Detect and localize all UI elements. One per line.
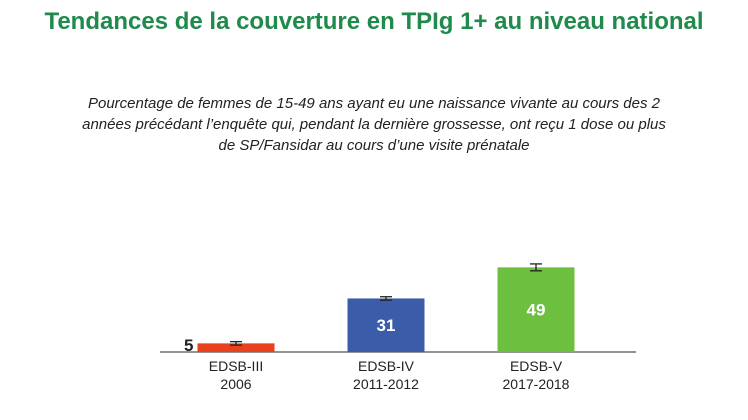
category-label-1: EDSB-IV — [358, 358, 415, 374]
error-bar-0 — [230, 340, 242, 346]
category-label-0: EDSB-III — [209, 358, 263, 374]
category-label-2: EDSB-V — [510, 358, 563, 374]
value-label-1: 31 — [377, 316, 396, 335]
error-bar-1 — [380, 296, 392, 301]
bar-0 — [197, 343, 275, 352]
chart-title: Tendances de la couverture en TPIg 1+ au… — [44, 8, 704, 35]
bar-2 — [497, 267, 575, 352]
error-bar-2 — [530, 263, 542, 272]
chart-subtitle: Pourcentage de femmes de 15-49 ans ayant… — [82, 95, 666, 154]
value-label-2: 49 — [527, 301, 546, 320]
category-year-label-2: 2017-2018 — [503, 376, 570, 392]
category-year-label-1: 2011-2012 — [353, 376, 419, 392]
bar-1 — [347, 298, 425, 352]
category-year-label-0: 2006 — [220, 376, 251, 392]
value-label-0: 5 — [184, 336, 193, 355]
